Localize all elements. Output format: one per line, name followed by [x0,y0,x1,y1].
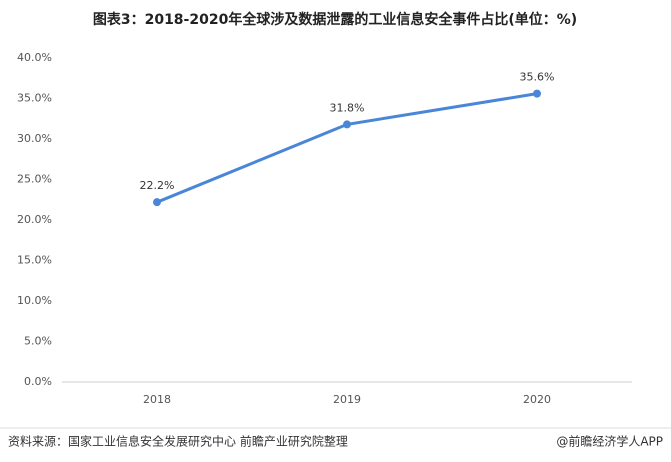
y-tick-label: 30.0% [17,132,52,145]
chart-title: 图表3：2018-2020年全球涉及数据泄露的工业信息安全事件占比(单位：%) [93,11,577,28]
data-label: 35.6% [520,71,555,84]
source: 资料来源：国家工业信息安全发展研究中心 前瞻产业研究院整理 [8,434,348,449]
point [153,198,161,207]
point [343,120,351,129]
y-tick-label: 35.0% [17,92,52,105]
credit: @前瞻经济学人APP [556,434,663,449]
x-tick-label: 2019 [333,393,361,406]
y-tick-label: 40.0% [17,51,52,64]
data-label: 22.2% [140,179,175,192]
data-label: 31.8% [330,101,365,114]
y-tick-label: 20.0% [17,213,52,226]
x-tick-label: 2020 [523,393,551,406]
y-tick-label: 15.0% [17,254,52,267]
y-tick-label: 5.0% [24,335,52,348]
y-tick-label: 0.0% [24,375,52,388]
y-tick-label: 25.0% [17,173,52,186]
y-tick-label: 10.0% [17,294,52,307]
x-tick-label: 2018 [143,393,171,406]
point [533,89,541,98]
